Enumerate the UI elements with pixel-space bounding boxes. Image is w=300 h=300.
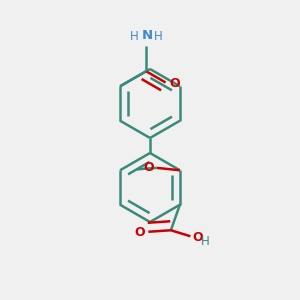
- Text: O: O: [193, 231, 203, 244]
- Text: H: H: [201, 235, 210, 248]
- Text: O: O: [169, 77, 180, 91]
- Text: H: H: [130, 30, 139, 43]
- Text: O: O: [134, 226, 145, 239]
- Text: H: H: [154, 30, 163, 43]
- Text: N: N: [141, 29, 153, 42]
- Text: O: O: [143, 161, 154, 174]
